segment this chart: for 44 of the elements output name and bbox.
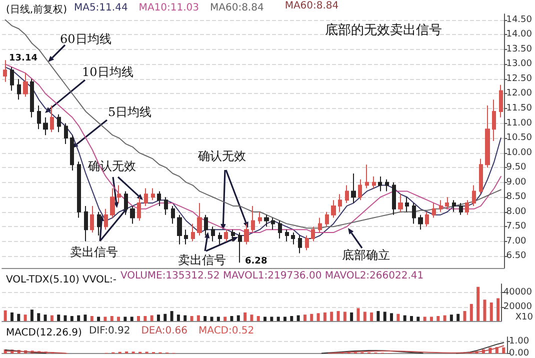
text: MACD:0.52 <box>198 326 254 336</box>
text: MA60:8.84 <box>210 2 264 14</box>
y-tick-label: 13.00 <box>506 59 532 70</box>
y-tick-label: 9.00 <box>506 177 527 188</box>
chart-title: VOL-TDX(5.10) VVOL:- <box>6 274 117 286</box>
annotation: 10日均线 <box>82 65 134 79</box>
text: MA5:11.44 <box>74 2 128 14</box>
y-tick-label: 12.00 <box>506 88 532 99</box>
text: MA10:11.03 <box>138 2 200 14</box>
y-tick-label: 14.00 <box>506 30 532 40</box>
y-tick-label: 8.00 <box>506 206 527 217</box>
text: VOLUME:135312.52 MAVOL1:219736.00 MAVOL2:266022.41 <box>120 270 424 282</box>
annotation: 确认无效 <box>197 149 246 163</box>
y-tick-label: 13.50 <box>506 44 532 54</box>
annotation: 60日均线 <box>60 32 112 46</box>
text: MA60:8.84 <box>284 0 339 12</box>
y-tick-label: 12.50 <box>506 74 532 84</box>
y-tick-label: 1.00 <box>509 336 530 347</box>
annotation: 6.28 <box>245 256 268 266</box>
y-tick-label: 0.00 <box>509 348 530 358</box>
chart-title: MACD(12.26.9) <box>6 328 82 338</box>
y-tick-label: 8.50 <box>506 192 527 202</box>
y-tick-label: 40000 <box>503 288 532 298</box>
annotation: 13.14 <box>9 54 38 64</box>
annotation: 卖出信号 <box>178 253 226 267</box>
y-tick-label: 7.50 <box>506 222 527 232</box>
y-tick-label: 14.50 <box>506 14 532 25</box>
text: DIF:0.92 <box>88 326 130 336</box>
y-tick-label: 7.00 <box>506 236 527 246</box>
y-tick-label: 11.00 <box>506 118 532 128</box>
annotation: 卖出信号 <box>70 245 118 259</box>
y-tick-label: 11.50 <box>506 104 532 114</box>
y-tick-label: 6.50 <box>506 251 527 262</box>
y-tick-label: 10.00 <box>506 148 532 158</box>
y-tick-label: 20000 <box>503 302 532 312</box>
annotation: 确认无效 <box>87 159 136 173</box>
y-tick-label: 10.50 <box>506 133 532 144</box>
chart-title: (日线,前复权) <box>6 4 68 16</box>
y-tick-label: 9.50 <box>506 162 527 173</box>
text: X10 <box>515 312 534 322</box>
annotation: 底部确立 <box>342 248 390 262</box>
text: DEA:0.66 <box>141 326 188 336</box>
annotation: 5日均线 <box>108 105 152 119</box>
annotation: 底部的无效卖出信号 <box>325 23 442 38</box>
